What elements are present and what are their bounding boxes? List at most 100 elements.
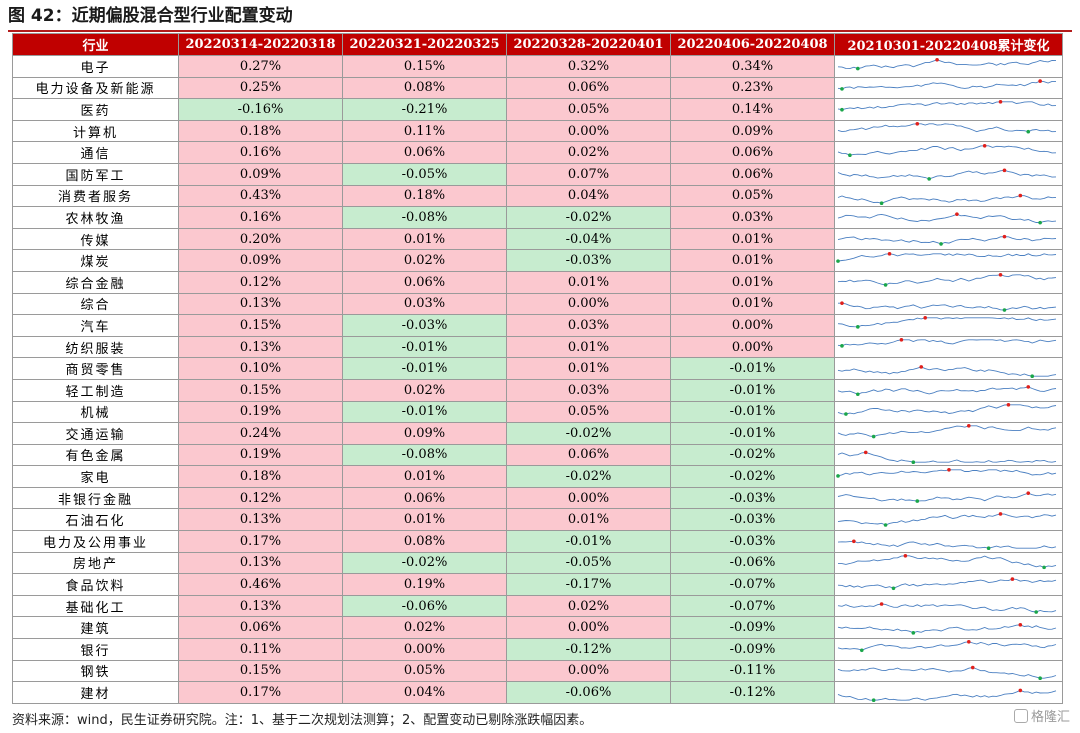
value-cell: 0.12% [178, 270, 343, 294]
sparkline-max-marker [1038, 79, 1042, 83]
sparkline-trend [837, 641, 1057, 652]
sparkline-min-marker [1038, 676, 1042, 680]
cumulative-change-sparkline [834, 314, 1063, 337]
sparkline-trend [837, 214, 1057, 224]
value-cell: -0.01% [670, 357, 835, 380]
value-cell: 0.09% [178, 162, 343, 186]
value-cell: -0.06% [670, 551, 835, 575]
sparkline-max-marker [863, 450, 868, 455]
sparkline-chart [837, 212, 1057, 225]
table-row: 纺织服装 0.13% -0.01% 0.01% 0.00% [12, 335, 1063, 359]
cumulative-change-sparkline [834, 119, 1063, 143]
sparkline-trend [837, 468, 1057, 477]
table-row: 商贸零售 0.10% -0.01% 0.01% -0.01% [12, 357, 1063, 380]
value-cell: 0.13% [178, 335, 343, 359]
sparkline-min-marker [927, 177, 931, 181]
value-cell: 0.02% [342, 616, 507, 640]
sparkline-max-marker [1002, 168, 1007, 173]
sparkline-chart [837, 688, 1057, 702]
value-cell: 0.08% [342, 530, 507, 553]
sparkline-chart [837, 168, 1057, 181]
sparkline-max-marker [840, 301, 844, 305]
sparkline-chart [836, 251, 1057, 263]
cumulative-change-sparkline [834, 616, 1063, 640]
industry-cell: 电子 [12, 55, 179, 78]
cumulative-change-sparkline [834, 76, 1063, 100]
sparkline-chart [837, 511, 1057, 527]
table-row: 建筑 0.06% 0.02% 0.00% -0.09% [12, 616, 1063, 640]
value-cell: 0.02% [506, 594, 671, 618]
sparkline-chart [838, 553, 1057, 570]
sparkline-chart [837, 273, 1057, 287]
value-cell: -0.02% [506, 206, 671, 229]
source-note: 资料来源：wind，民生证券研究院。注：1、基于二次规划法测算；2、配置变动已剔… [12, 713, 593, 728]
value-cell: -0.04% [506, 227, 671, 251]
value-cell: -0.21% [342, 98, 507, 121]
sparkline-min-marker [1002, 308, 1007, 312]
sparkline-chart [837, 143, 1057, 157]
value-cell: -0.01% [342, 335, 507, 359]
sparkline-min-marker [871, 697, 876, 702]
value-cell: 0.18% [178, 465, 343, 488]
value-cell: 0.01% [342, 508, 507, 532]
sparkline-trend [837, 624, 1057, 634]
table-row: 钢铁 0.15% 0.05% 0.00% -0.11% [12, 659, 1063, 683]
value-cell: 0.02% [342, 378, 507, 402]
table-row: 电子 0.27% 0.15% 0.32% 0.34% [12, 55, 1063, 78]
watermark-logo-icon [1013, 708, 1028, 723]
sparkline-min-marker [856, 67, 860, 71]
value-cell: 0.06% [670, 141, 835, 164]
sparkline-trend [837, 425, 1057, 438]
value-cell: -0.09% [670, 616, 835, 640]
cumulative-change-sparkline [834, 659, 1063, 683]
sparkline-max-marker [852, 539, 856, 544]
sparkline-max-marker [903, 553, 908, 558]
industry-cell: 煤炭 [12, 249, 179, 272]
table-row: 银行 0.11% 0.00% -0.12% -0.09% [12, 638, 1063, 661]
value-cell: -0.01% [506, 530, 671, 553]
value-cell: 0.05% [506, 400, 671, 424]
sparkline-max-marker [1018, 688, 1023, 692]
sparkline-chart [837, 193, 1057, 205]
sparkline-chart [837, 450, 1057, 464]
sparkline-min-marker [859, 648, 864, 653]
sparkline-max-marker [947, 467, 951, 472]
industry-cell: 银行 [12, 638, 179, 661]
table-row: 基础化工 0.13% -0.06% 0.02% -0.07% [12, 594, 1063, 618]
value-cell: 0.09% [670, 119, 835, 143]
cumulative-change-sparkline [834, 249, 1063, 272]
value-cell: 0.19% [178, 400, 343, 424]
value-cell: -0.02% [506, 422, 671, 445]
sparkline-trend [837, 386, 1057, 395]
industry-cell: 交通运输 [12, 422, 179, 445]
column-header: 行业 [12, 33, 179, 56]
sparkline-trend [837, 578, 1057, 589]
sparkline-max-marker [998, 511, 1003, 516]
value-cell: 0.05% [342, 659, 507, 683]
sparkline-min-marker [986, 546, 991, 551]
cumulative-change-sparkline [834, 55, 1063, 78]
value-cell: 0.00% [506, 659, 671, 683]
value-cell: -0.11% [670, 659, 835, 683]
sparkline-chart [838, 301, 1057, 312]
cumulative-change-sparkline [834, 465, 1063, 488]
value-cell: -0.07% [670, 594, 835, 618]
value-cell: 0.08% [342, 76, 507, 100]
industry-cell: 传媒 [12, 227, 179, 251]
sparkline-chart [837, 234, 1057, 246]
cumulative-change-sparkline [834, 270, 1063, 294]
sparkline-chart [837, 424, 1057, 439]
sparkline-max-marker [887, 251, 892, 256]
sparkline-trend [837, 59, 1057, 70]
value-cell: 0.05% [506, 98, 671, 121]
value-cell: 0.13% [178, 551, 343, 575]
cumulative-change-sparkline [834, 206, 1063, 229]
value-cell: 0.01% [670, 249, 835, 272]
sparkline-chart [837, 385, 1057, 397]
value-cell: 0.07% [506, 162, 671, 186]
value-cell: -0.17% [506, 573, 671, 596]
value-cell: 0.02% [506, 141, 671, 164]
cumulative-change-sparkline [834, 162, 1063, 186]
value-cell: -0.07% [670, 573, 835, 596]
value-cell: 0.01% [670, 292, 835, 316]
